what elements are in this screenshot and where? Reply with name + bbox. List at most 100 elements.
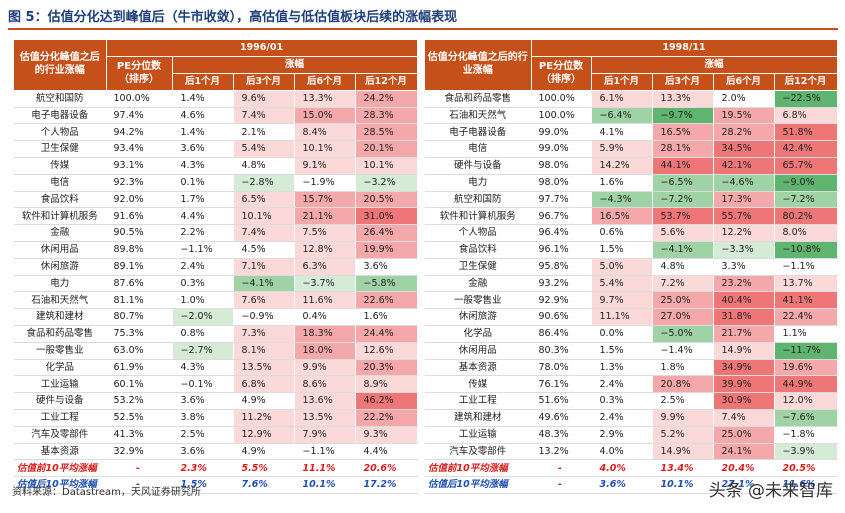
pe-percentile: 91.6% — [106, 207, 173, 226]
gain-m12: 24.4% — [355, 325, 418, 343]
table-row: 航空和国防 97.7% −4.3% −7.2% 17.3% −7.2% — [425, 191, 838, 209]
pe-percentile: 93.2% — [531, 275, 592, 293]
gain-m3: 5.5% — [233, 459, 295, 478]
gain-m3: 5.6% — [652, 224, 714, 243]
m3-header: 后3个月 — [652, 73, 714, 91]
table-row: 航空和国防 100.0% 1.4% 9.6% 13.3% 24.2% — [14, 90, 418, 108]
gain-m1: 1.4% — [172, 90, 234, 108]
gain-m12: 8.0% — [774, 224, 838, 243]
gain-m1: 0.1% — [172, 174, 234, 192]
gain-m12: 3.6% — [355, 258, 418, 276]
gain-m12: 19.6% — [774, 359, 838, 377]
gain-m6: 11.6% — [294, 291, 356, 310]
gain-m1: −2.7% — [172, 342, 234, 360]
industry-name: 卫生保健 — [14, 140, 107, 159]
pe-percentile: 100.0% — [531, 90, 592, 108]
gain-m3: 28.1% — [652, 140, 714, 159]
pe-percentile: 51.6% — [531, 392, 592, 411]
gain-m3: 10.1% — [652, 476, 714, 495]
gain-m6: 31.8% — [713, 308, 775, 327]
pe-percentile: 78.0% — [531, 359, 592, 377]
gain-m6: 40.4% — [713, 291, 775, 310]
gain-m12: 24.2% — [355, 90, 418, 108]
gain-m1: 2.4% — [591, 409, 653, 427]
gain-m1: 1.5% — [591, 241, 653, 259]
industry-name: 航空和国防 — [425, 191, 532, 209]
gain-m3: 9.6% — [233, 90, 295, 108]
gain-m6: 24.1% — [713, 443, 775, 461]
table-row: 化学品 61.9% 4.3% 13.5% 9.9% 20.3% — [14, 359, 418, 377]
m6-header: 后6个月 — [294, 73, 356, 91]
gain-m6: 34.9% — [713, 359, 775, 377]
gain-m6: −3.3% — [713, 241, 775, 259]
gain-m12: −22.5% — [774, 90, 838, 108]
industry-name: 估值前10平均涨幅 — [425, 459, 532, 478]
gain-header: 涨幅 — [172, 56, 418, 75]
gain-m6: 30.9% — [713, 392, 775, 411]
gain-m6: 18.3% — [294, 325, 356, 343]
gain-m12: 6.8% — [774, 107, 838, 125]
gain-m12: 51.8% — [774, 123, 838, 142]
table-row: 电信 99.0% 5.9% 28.1% 34.5% 42.4% — [425, 140, 838, 159]
gain-m1: 2.9% — [591, 426, 653, 444]
pe-percentile: 81.1% — [106, 291, 173, 310]
gain-m1: 4.0% — [591, 443, 653, 461]
gain-m1: 4.0% — [591, 459, 653, 478]
summary-row-top10: 估值前10平均涨幅 -2.3% 5.5% 11.1% 20.6% — [14, 459, 418, 478]
gain-m12: 28.5% — [355, 123, 418, 142]
pe-percentile: 48.3% — [531, 426, 592, 444]
gain-m12: 31.0% — [355, 207, 418, 226]
table-row: 基本资源 32.9% 3.6% 4.9% −1.1% 4.4% — [14, 443, 418, 461]
gain-m12: 1.6% — [355, 308, 418, 327]
gain-m1: 6.1% — [591, 90, 653, 108]
industry-name: 基本资源 — [425, 359, 532, 377]
gain-m6: 15.0% — [294, 107, 356, 125]
industry-name: 化学品 — [14, 359, 107, 377]
gain-m1: 1.3% — [591, 359, 653, 377]
gain-m1: 0.6% — [591, 224, 653, 243]
gain-m12: 20.1% — [355, 140, 418, 159]
gain-m1: 3.6% — [172, 392, 234, 411]
pe-percentile: 97.7% — [531, 191, 592, 209]
gain-m6: 7.4% — [713, 409, 775, 427]
gain-m6: 18.0% — [294, 342, 356, 360]
pe-percentile: 89.8% — [106, 241, 173, 259]
gain-m1: −4.3% — [591, 191, 653, 209]
gain-m6: −1.9% — [294, 174, 356, 192]
pe-percentile: 96.7% — [531, 207, 592, 226]
m12-header: 后12个月 — [355, 73, 418, 91]
gain-m12: −7.2% — [774, 191, 838, 209]
gain-m1: 0.0% — [591, 325, 653, 343]
gain-m1: 1.5% — [591, 342, 653, 360]
gain-m12: 41.1% — [774, 291, 838, 310]
table-row: 硬件与设备 53.2% 3.6% 4.9% 13.6% 46.2% — [14, 392, 418, 411]
pe-percentile: 60.1% — [106, 375, 173, 394]
pe-percentile: 86.4% — [531, 325, 592, 343]
industry-name: 一般零售业 — [14, 342, 107, 360]
pe-percentile: 87.6% — [106, 275, 173, 293]
gain-m3: 4.9% — [233, 443, 295, 461]
pe-percentile: 13.2% — [531, 443, 592, 461]
table-row: 金融 93.2% 5.4% 7.2% 23.2% 13.7% — [425, 275, 838, 293]
pe-percentile: 93.4% — [106, 140, 173, 159]
table-row: 休闲用品 80.3% 1.5% −1.4% 14.9% −11.7% — [425, 342, 838, 360]
gain-m3: 14.9% — [652, 443, 714, 461]
table-row: 汽车及零部件 41.3% 2.5% 12.9% 7.9% 9.3% — [14, 426, 418, 444]
industry-name: 休闲旅游 — [425, 308, 532, 327]
pe-percentile: 80.7% — [106, 308, 173, 327]
gain-m3: 4.9% — [233, 392, 295, 411]
pe-percentile: 96.4% — [531, 224, 592, 243]
table-row: 食品饮料 96.1% 1.5% −4.1% −3.3% −10.8% — [425, 241, 838, 259]
table-row: 电子电器设备 97.4% 4.6% 7.4% 15.0% 28.3% — [14, 107, 418, 125]
gain-m3: 25.0% — [652, 291, 714, 310]
gain-m6: 23.2% — [713, 275, 775, 293]
gain-m1: 0.3% — [172, 275, 234, 293]
gain-m3: 27.0% — [652, 308, 714, 327]
pe-percentile: 98.0% — [531, 174, 592, 192]
industry-header: 估值分化峰值之后的行业涨幅 — [14, 40, 107, 91]
gain-m12: 1.1% — [774, 325, 838, 343]
table-body: 食品和药品零售 100.0% 6.1% 13.3% 2.0% −22.5% 石油和天然气 10… — [425, 90, 838, 495]
gain-m1: 4.6% — [172, 107, 234, 125]
gain-m12: −7.6% — [774, 409, 838, 427]
gain-m1: 3.6% — [591, 476, 653, 495]
